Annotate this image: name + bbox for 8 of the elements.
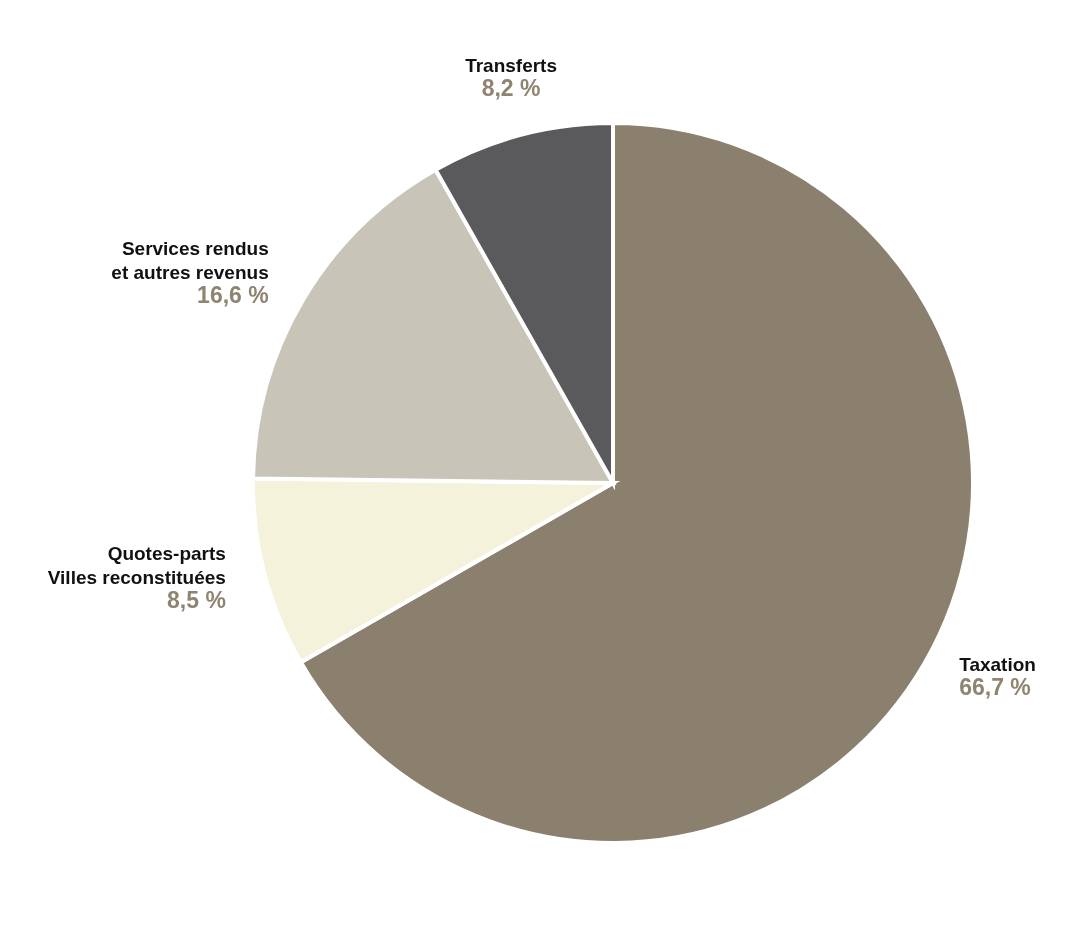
data-label: 66,7 %	[959, 674, 1031, 701]
data-label: 8,5 %	[167, 586, 226, 613]
data-label: 8,2 %	[481, 75, 541, 102]
slice-label: Transferts	[465, 55, 558, 77]
slice-label: Quotes-parts Villes reconstituées	[47, 542, 226, 588]
slice-label: Taxation	[959, 654, 1036, 676]
data-label: 16,6 %	[197, 282, 269, 309]
slice-label: Services rendus et autres revenus	[111, 238, 269, 284]
